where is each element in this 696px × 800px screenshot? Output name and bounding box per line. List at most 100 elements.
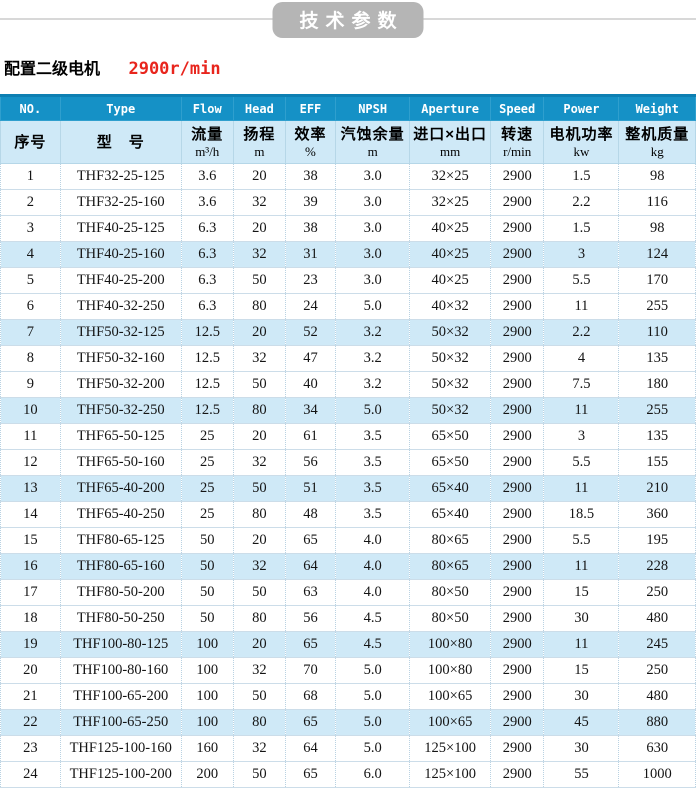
- cell-head: 50: [232, 371, 286, 398]
- table-row: 7 THF50-32-125 12.5 20 52 3.2 50×32 2900 2.2 110: [0, 319, 696, 346]
- cell-speed: 2900: [489, 345, 545, 372]
- cell-type: THF40-25-160: [59, 241, 182, 268]
- cell-flow: 100: [180, 657, 234, 684]
- cell-eff: 38: [284, 215, 336, 242]
- cell-head: 50: [232, 683, 286, 710]
- cell-weight: 480: [618, 683, 696, 710]
- cell-no: 13: [0, 475, 61, 502]
- table-row: 22 THF100-65-250 100 80 65 5.0 100×65 2900 45 880: [0, 709, 696, 736]
- cell-npsh: 3.2: [334, 371, 411, 398]
- cell-aperture: 50×32: [409, 319, 491, 346]
- cell-eff: 64: [284, 735, 336, 762]
- cell-flow: 50: [180, 605, 234, 632]
- cell-eff: 68: [284, 683, 336, 710]
- cell-type: THF50-32-160: [59, 345, 182, 372]
- motor-config-label: 配置二级电机: [4, 61, 101, 78]
- cell-aperture: 125×100: [409, 735, 491, 762]
- cell-flow: 160: [180, 735, 234, 762]
- cell-power: 5.5: [543, 527, 620, 554]
- header-row-cn: 序号 型 号 流量 m³/h 扬程 m 效率% 汽蚀余量 m 进口×出口 mm 转速 r/…: [0, 120, 696, 164]
- cell-type: THF40-25-200: [59, 267, 182, 294]
- cell-speed: 2900: [489, 267, 545, 294]
- col-header-speed: Speed: [489, 95, 545, 121]
- col-unit-label: m³/h: [195, 144, 220, 159]
- cell-power: 3: [543, 423, 620, 450]
- cell-speed: 2900: [489, 397, 545, 424]
- col-unit-label: r/min: [503, 144, 532, 159]
- cell-power: 45: [543, 709, 620, 736]
- cell-flow: 25: [180, 423, 234, 450]
- cell-power: 15: [543, 657, 620, 684]
- cell-weight: 110: [618, 319, 696, 346]
- cell-no: 14: [0, 501, 61, 528]
- cell-no: 18: [0, 605, 61, 632]
- cell-npsh: 5.0: [334, 293, 411, 320]
- col-unit-label: %: [305, 144, 316, 159]
- cell-no: 6: [0, 293, 61, 320]
- cell-no: 5: [0, 267, 61, 294]
- col-subheader-head: 扬程 m: [232, 120, 286, 164]
- cell-eff: 40: [284, 371, 336, 398]
- cell-speed: 2900: [489, 735, 545, 762]
- cell-head: 20: [232, 631, 286, 658]
- col-cn-label: 整机质量: [625, 126, 690, 143]
- cell-eff: 56: [284, 605, 336, 632]
- cell-weight: 255: [618, 397, 696, 424]
- cell-no: 23: [0, 735, 61, 762]
- cell-weight: 480: [618, 605, 696, 632]
- cell-flow: 25: [180, 501, 234, 528]
- cell-no: 20: [0, 657, 61, 684]
- cell-aperture: 32×25: [409, 163, 491, 190]
- cell-type: THF65-50-125: [59, 423, 182, 450]
- cell-npsh: 3.0: [334, 241, 411, 268]
- col-cn-label: 扬程: [243, 126, 276, 143]
- cell-power: 18.5: [543, 501, 620, 528]
- cell-head: 50: [232, 475, 286, 502]
- cell-eff: 38: [284, 163, 336, 190]
- cell-aperture: 40×25: [409, 267, 491, 294]
- cell-npsh: 3.5: [334, 475, 411, 502]
- spec-table: NO. Type Flow Head EFF NPSH Aperture Spe…: [0, 94, 696, 788]
- cell-aperture: 100×80: [409, 631, 491, 658]
- cell-eff: 23: [284, 267, 336, 294]
- cell-power: 5.5: [543, 449, 620, 476]
- cell-type: THF80-65-160: [59, 553, 182, 580]
- cell-power: 55: [543, 761, 620, 788]
- cell-head: 32: [232, 657, 286, 684]
- cell-weight: 124: [618, 241, 696, 268]
- cell-flow: 12.5: [180, 319, 234, 346]
- cell-npsh: 3.5: [334, 501, 411, 528]
- table-row: 16 THF80-65-160 50 32 64 4.0 80×65 2900 11 228: [0, 553, 696, 580]
- cell-flow: 25: [180, 449, 234, 476]
- cell-head: 32: [232, 189, 286, 216]
- cell-speed: 2900: [489, 449, 545, 476]
- cell-flow: 6.3: [180, 241, 234, 268]
- cell-no: 7: [0, 319, 61, 346]
- cell-type: THF100-65-250: [59, 709, 182, 736]
- table-row: 17 THF80-50-200 50 50 63 4.0 80×50 2900 15 250: [0, 579, 696, 606]
- cell-npsh: 3.5: [334, 423, 411, 450]
- cell-speed: 2900: [489, 553, 545, 580]
- section-header: 技术参数: [0, 2, 696, 40]
- cell-speed: 2900: [489, 475, 545, 502]
- cell-type: THF65-50-160: [59, 449, 182, 476]
- col-header-type: Type: [59, 95, 182, 121]
- cell-speed: 2900: [489, 423, 545, 450]
- cell-power: 30: [543, 683, 620, 710]
- cell-speed: 2900: [489, 631, 545, 658]
- col-subheader-eff: 效率%: [284, 120, 336, 164]
- table-row: 13 THF65-40-200 25 50 51 3.5 65×40 2900 11 210: [0, 475, 696, 502]
- col-cn-label: 序号: [14, 133, 47, 151]
- cell-npsh: 4.5: [334, 631, 411, 658]
- cell-eff: 70: [284, 657, 336, 684]
- cell-weight: 250: [618, 579, 696, 606]
- cell-head: 80: [232, 605, 286, 632]
- cell-type: THF50-32-125: [59, 319, 182, 346]
- cell-eff: 65: [284, 631, 336, 658]
- cell-weight: 210: [618, 475, 696, 502]
- cell-eff: 31: [284, 241, 336, 268]
- col-subheader-power: 电机功率 kw: [543, 120, 620, 164]
- cell-no: 1: [0, 163, 61, 190]
- cell-aperture: 40×25: [409, 215, 491, 242]
- cell-power: 4: [543, 345, 620, 372]
